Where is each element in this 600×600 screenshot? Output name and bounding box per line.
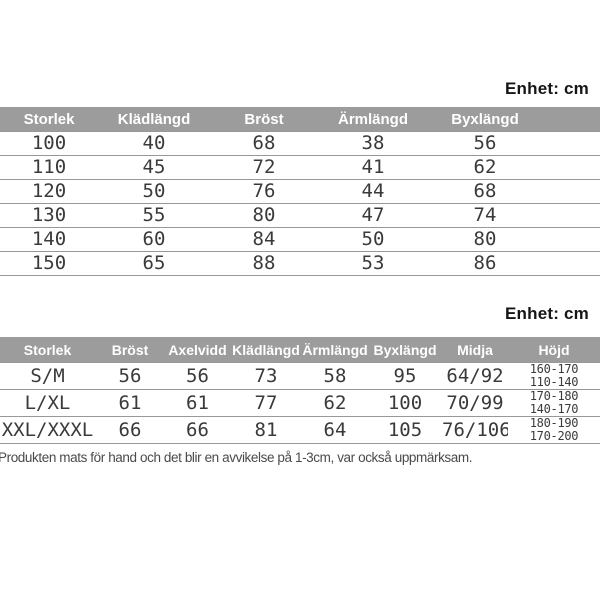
- table-cell: 61: [95, 389, 165, 417]
- table-cell: 66: [165, 416, 230, 444]
- column-header: Byxlängd: [368, 337, 442, 363]
- table-cell: 110: [0, 155, 98, 180]
- table-cell: 50: [98, 179, 210, 204]
- table-cell: 150: [0, 251, 98, 276]
- table-cell: 55: [98, 203, 210, 228]
- table-row: S/M 56 56 73 58 95 64/92 160-170 110-140: [0, 362, 600, 390]
- row-spacer-cell: [542, 155, 600, 180]
- table-row: 140 60 84 50 80: [0, 227, 600, 252]
- table-cell: 84: [210, 227, 318, 252]
- table-cell: 40: [98, 131, 210, 156]
- table-cell: 160-170 110-140: [508, 362, 600, 390]
- adult-size-table: Storlek Bröst Axelvidd Klädlängd Ärmlängd Byx…: [0, 337, 600, 444]
- table-cell: 41: [318, 155, 428, 180]
- column-header: Byxlängd: [428, 107, 542, 132]
- table-cell: L/XL: [0, 389, 95, 417]
- table-row: L/XL 61 61 77 62 100 70/99 170-180 140-170: [0, 389, 600, 417]
- table-cell: 44: [318, 179, 428, 204]
- row-spacer-cell: [542, 251, 600, 276]
- table-cell: 56: [95, 362, 165, 390]
- table-cell: 74: [428, 203, 542, 228]
- column-header: Höjd: [508, 337, 600, 363]
- row-spacer-cell: [542, 179, 600, 204]
- header-spacer-cell: [542, 107, 600, 132]
- row-spacer-cell: [542, 203, 600, 228]
- table-cell: 53: [318, 251, 428, 276]
- row-spacer-cell: [542, 131, 600, 156]
- table-cell: 73: [230, 362, 302, 390]
- column-header: Bröst: [95, 337, 165, 363]
- table-cell: S/M: [0, 362, 95, 390]
- table-cell: 100: [368, 389, 442, 417]
- table-cell: 47: [318, 203, 428, 228]
- table-cell: 65: [98, 251, 210, 276]
- table-cell: 170-180 140-170: [508, 389, 600, 417]
- kids-table-header-row: Storlek Klädlängd Bröst Ärmlängd Byxlängd: [0, 107, 600, 132]
- adult-table-header-row: Storlek Bröst Axelvidd Klädlängd Ärmlängd Byx…: [0, 337, 600, 363]
- table-row: 110 45 72 41 62: [0, 155, 600, 180]
- table-row: 100 40 68 38 56: [0, 131, 600, 156]
- table-cell: 77: [230, 389, 302, 417]
- table-cell: 80: [428, 227, 542, 252]
- row-spacer-cell: [542, 227, 600, 252]
- table-cell: 76: [210, 179, 318, 204]
- table-cell: 61: [165, 389, 230, 417]
- table-cell: 66: [95, 416, 165, 444]
- table-row: 120 50 76 44 68: [0, 179, 600, 204]
- unit-label-top: Enhet: cm: [505, 79, 589, 98]
- table-cell: 80: [210, 203, 318, 228]
- unit-label-middle: Enhet: cm: [505, 304, 589, 323]
- table-cell: 45: [98, 155, 210, 180]
- table-row: 130 55 80 47 74: [0, 203, 600, 228]
- table-cell: 140: [0, 227, 98, 252]
- table-cell: 60: [98, 227, 210, 252]
- table-cell: 105: [368, 416, 442, 444]
- table-cell: 58: [302, 362, 368, 390]
- column-header: Klädlängd: [98, 107, 210, 132]
- table-cell: 62: [302, 389, 368, 417]
- table-cell: 100: [0, 131, 98, 156]
- table-cell: 86: [428, 251, 542, 276]
- measurement-note: Produkten mats för hand och det blir en …: [0, 450, 473, 465]
- column-header: Storlek: [0, 337, 95, 363]
- table-cell: 120: [0, 179, 98, 204]
- table-row: XXL/XXXL 66 66 81 64 105 76/106 180-190 170-200: [0, 416, 600, 444]
- table-row: 150 65 88 53 86: [0, 251, 600, 276]
- column-header: Ärmlängd: [318, 107, 428, 132]
- table-cell: 68: [428, 179, 542, 204]
- table-cell: 76/106: [442, 416, 508, 444]
- table-cell: 50: [318, 227, 428, 252]
- table-cell: 68: [210, 131, 318, 156]
- table-cell: 64: [302, 416, 368, 444]
- column-header: Klädlängd: [230, 337, 302, 363]
- table-cell: 81: [230, 416, 302, 444]
- table-cell: 88: [210, 251, 318, 276]
- table-cell: 56: [428, 131, 542, 156]
- column-header: Ärmlängd: [302, 337, 368, 363]
- table-cell: 72: [210, 155, 318, 180]
- table-cell: 64/92: [442, 362, 508, 390]
- column-header: Bröst: [210, 107, 318, 132]
- table-cell: 95: [368, 362, 442, 390]
- column-header: Axelvidd: [165, 337, 230, 363]
- table-cell: 180-190 170-200: [508, 416, 600, 444]
- kids-size-table: Storlek Klädlängd Bröst Ärmlängd Byxlängd 10…: [0, 107, 600, 276]
- column-header: Storlek: [0, 107, 98, 132]
- table-cell: XXL/XXXL: [0, 416, 95, 444]
- table-cell: 38: [318, 131, 428, 156]
- table-cell: 56: [165, 362, 230, 390]
- table-cell: 70/99: [442, 389, 508, 417]
- table-cell: 130: [0, 203, 98, 228]
- table-cell: 62: [428, 155, 542, 180]
- column-header: Midja: [442, 337, 508, 363]
